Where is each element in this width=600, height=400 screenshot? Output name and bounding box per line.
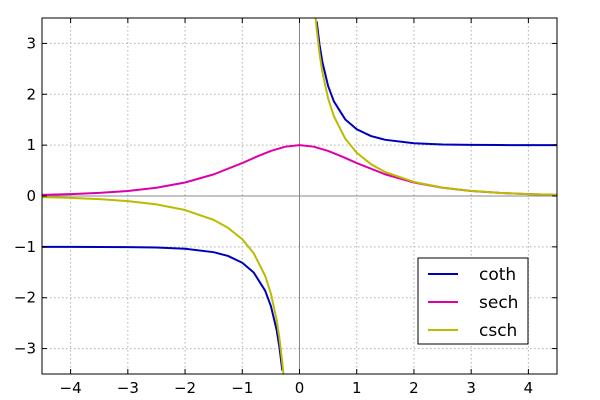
series-line-coth (42, 21, 557, 371)
y-tick-label: −1 (14, 238, 36, 256)
y-tick-label: 2 (26, 85, 36, 103)
x-tick-label: 3 (466, 379, 476, 397)
ticks (42, 18, 557, 374)
x-tick-label: −3 (117, 379, 139, 397)
plot-lines (42, 18, 557, 374)
x-tick-label: 0 (295, 379, 305, 397)
x-tick-labels: −4 −3 −2 −1 0 1 2 3 4 (60, 379, 534, 397)
legend-label-csch: csch (479, 321, 517, 341)
x-tick-label: −1 (231, 379, 253, 397)
y-tick-label: −2 (14, 289, 36, 307)
y-tick-label: 1 (26, 136, 36, 154)
x-tick-label: 2 (409, 379, 419, 397)
y-tick-label: −3 (14, 340, 36, 358)
x-tick-label: −4 (60, 379, 82, 397)
series-line-csch (42, 18, 557, 374)
x-tick-label: −2 (174, 379, 196, 397)
legend-label-coth: coth (479, 265, 516, 285)
y-tick-labels: −3 −2 −1 0 1 2 3 (14, 34, 36, 357)
origin-axes (42, 18, 557, 374)
y-tick-label: 3 (26, 34, 36, 52)
y-tick-label: 0 (26, 187, 36, 205)
legend-label-sech: sech (479, 293, 518, 313)
legend: coth sech csch (417, 257, 529, 345)
x-tick-label: 1 (352, 379, 362, 397)
x-tick-label: 4 (524, 379, 534, 397)
